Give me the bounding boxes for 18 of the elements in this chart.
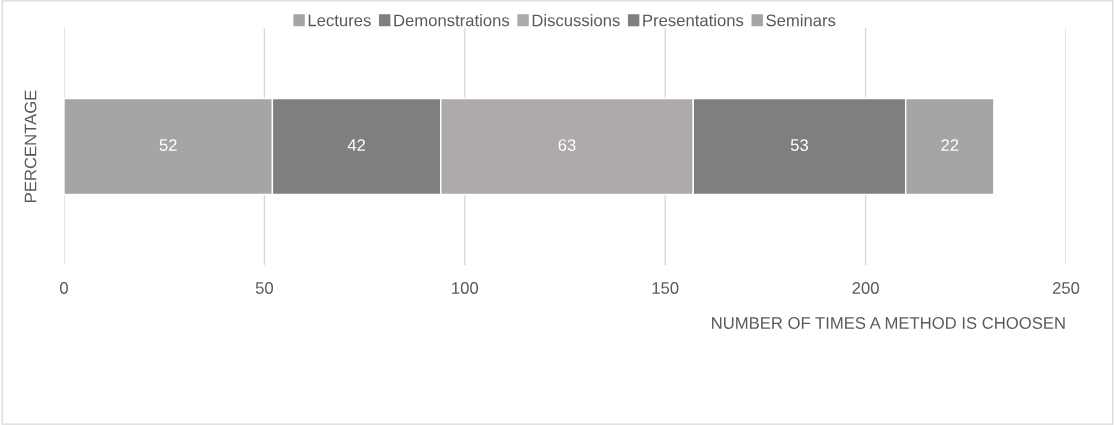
- legend-label: Lectures: [308, 14, 371, 27]
- y-axis-title: PERCENTAGE: [24, 90, 37, 202]
- legend-label: Presentations: [643, 14, 744, 27]
- x-tick-label: 150: [652, 282, 679, 294]
- legend-label: Discussions: [532, 14, 620, 27]
- data-label: 63: [558, 139, 576, 151]
- x-tick-label: 50: [255, 282, 274, 294]
- x-tick-label: 100: [452, 282, 479, 294]
- data-label: 52: [159, 139, 177, 151]
- legend-label: Demonstrations: [394, 14, 510, 27]
- x-axis-title: NUMBER OF TIMES A METHOD IS CHOOSEN: [712, 317, 1065, 329]
- x-tick-label: 200: [852, 282, 879, 294]
- data-label: 42: [347, 139, 366, 151]
- data-label: 53: [790, 139, 809, 151]
- x-tick-label: 0: [60, 282, 68, 294]
- data-label: 22: [941, 139, 959, 151]
- legend-label: Seminars: [766, 14, 836, 27]
- x-tick-label: 250: [1052, 282, 1080, 294]
